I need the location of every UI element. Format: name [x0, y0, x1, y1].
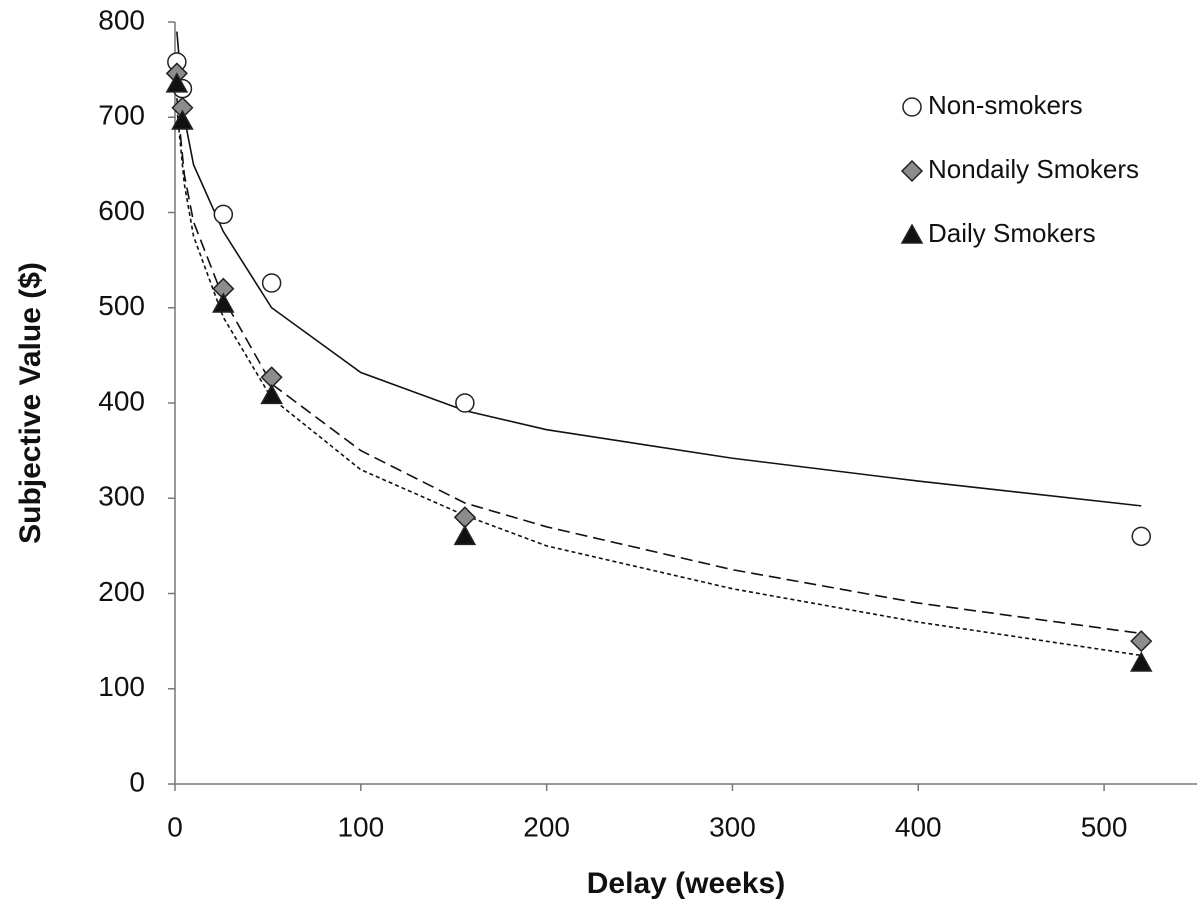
- trend-line: [176, 98, 1142, 635]
- data-point: [1129, 651, 1153, 672]
- x-tick-label: 200: [523, 811, 570, 842]
- data-point: [1130, 630, 1153, 653]
- trend-line: [176, 107, 1142, 657]
- y-tick-label: 200: [98, 576, 145, 607]
- legend-marker: [900, 159, 924, 183]
- legend-marker: [902, 97, 922, 117]
- y-tick-label: 400: [98, 385, 145, 416]
- x-tick-label: 0: [167, 811, 183, 842]
- y-tick-label: 100: [98, 671, 145, 702]
- data-point: [212, 292, 235, 313]
- data-point: [261, 273, 282, 293]
- data-point: [165, 72, 189, 93]
- data-point: [455, 393, 475, 413]
- legend-label: Non-smokers: [928, 90, 1083, 120]
- x-tick-label: 500: [1081, 811, 1128, 842]
- data-point: [1131, 526, 1152, 547]
- trend-line: [176, 31, 1142, 507]
- y-tick-label: 700: [98, 100, 145, 131]
- data-point: [260, 383, 283, 405]
- x-axis-label: Delay (weeks): [587, 867, 785, 900]
- data-point: [213, 204, 234, 225]
- y-tick-label: 300: [98, 481, 145, 512]
- x-tick-label: 100: [337, 811, 384, 842]
- data-point: [453, 506, 476, 529]
- y-tick-label: 800: [98, 4, 145, 35]
- x-tick-label: 300: [709, 811, 756, 842]
- x-tick-label: 400: [895, 811, 942, 842]
- legend-label: Nondaily Smokers: [928, 154, 1139, 184]
- data-point: [171, 109, 194, 130]
- legend-label: Daily Smokers: [928, 218, 1096, 248]
- legend-marker: [900, 223, 924, 244]
- y-tick-label: 500: [98, 290, 145, 321]
- y-tick-label: 600: [98, 195, 145, 226]
- data-point: [453, 524, 477, 546]
- y-axis-label: Subjective Value ($): [14, 262, 47, 544]
- y-tick-label: 0: [129, 766, 145, 797]
